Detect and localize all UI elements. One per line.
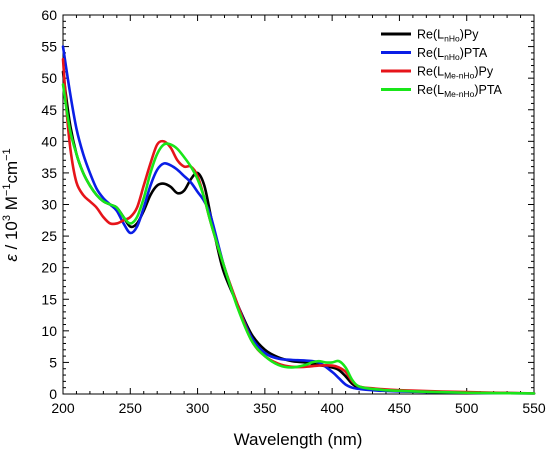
y-tick-label: 45	[41, 102, 57, 118]
y-axis-unit2: cm	[2, 161, 21, 184]
x-tick-label: 450	[388, 400, 412, 416]
y-tick-label: 0	[49, 386, 57, 402]
legend-label-4: Re(LMe-nHo)PTA	[417, 83, 503, 99]
x-tick-label: 200	[51, 400, 75, 416]
x-tick-labels: 200 250 300 350 400 450 500 550	[51, 400, 546, 416]
y-axis-exp3: −1	[1, 148, 13, 161]
y-tick-label: 55	[41, 39, 57, 55]
y-tick-label: 15	[41, 291, 57, 307]
series-line-2	[61, 45, 536, 395]
x-tick-label: 350	[253, 400, 277, 416]
x-tick-label: 250	[119, 400, 143, 416]
legend: Re(LnHo)Py Re(LnHo)PTA Re(LMe-nHo)Py Re(LMe…	[381, 28, 503, 99]
x-axis-title: Wavelength (nm)	[234, 430, 363, 449]
y-axis-exp2: −1	[1, 184, 13, 197]
legend-label-1: Re(LnHo)Py	[417, 28, 479, 44]
y-tick-label: 60	[41, 7, 57, 23]
series-layer	[61, 45, 536, 395]
plot-area	[61, 14, 536, 395]
series-line-4	[61, 83, 536, 395]
y-axis-exp1: 3	[1, 215, 13, 221]
y-tick-label: 50	[41, 70, 57, 86]
y-tick-label: 20	[41, 260, 57, 276]
legend-label-3: Re(LMe-nHo)Py	[417, 65, 494, 81]
y-tick-label: 5	[49, 354, 57, 370]
y-axis-unit: M	[2, 196, 21, 215]
y-axis-title: ε / 103 M−1cm−1	[1, 148, 21, 261]
x-tick-label: 550	[522, 400, 546, 416]
y-tick-label: 40	[41, 133, 57, 149]
y-tick-label: 35	[41, 165, 57, 181]
y-tick-labels: 0 5 10 15 20 25 30 35 40 45 50 55 60	[41, 7, 57, 402]
legend-label-2: Re(LnHo)PTA	[417, 46, 488, 62]
y-axis-symbol: ε	[2, 254, 21, 262]
y-axis-text: / 10	[2, 221, 21, 254]
x-tick-label: 300	[186, 400, 210, 416]
x-tick-label: 400	[320, 400, 344, 416]
y-tick-label: 30	[41, 197, 57, 213]
y-tick-label: 10	[41, 323, 57, 339]
y-tick-label: 25	[41, 228, 57, 244]
x-tick-label: 500	[455, 400, 479, 416]
